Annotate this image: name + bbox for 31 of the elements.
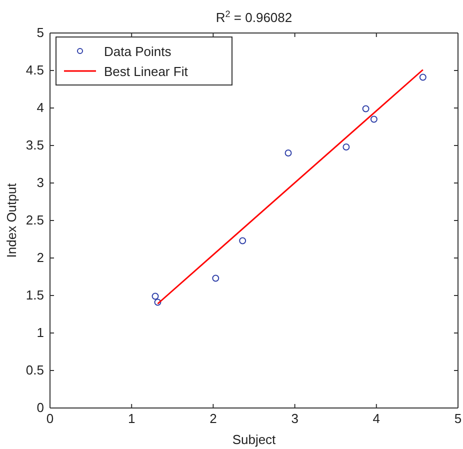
point xyxy=(342,144,350,150)
x-axis-title: Subject xyxy=(232,432,276,447)
y-tick-label: 0 xyxy=(36,400,44,416)
x-tick-label: 5 xyxy=(454,411,462,426)
point xyxy=(284,150,292,156)
point xyxy=(212,274,220,282)
point xyxy=(154,298,162,306)
point xyxy=(419,74,426,81)
y-tick-label: 2 xyxy=(36,250,44,266)
y-axis-title: Index Output xyxy=(4,182,19,258)
point xyxy=(152,292,159,300)
y-tick-label: 4 xyxy=(36,100,44,116)
y-tick-label: 5 xyxy=(36,25,44,40)
x-tick-label: 1 xyxy=(128,411,136,426)
y-tick-label: 1.5 xyxy=(26,288,44,303)
point xyxy=(362,105,370,112)
y-tick-label: 1 xyxy=(36,325,44,340)
point xyxy=(239,237,246,244)
chart-title: R$^{2}$ = 0.96082 xyxy=(216,9,292,25)
point xyxy=(370,116,378,123)
x-tick-label: 2 xyxy=(210,411,217,426)
y-tick-label: 3 xyxy=(36,175,44,190)
x-tick-label: 0 xyxy=(46,411,54,426)
y-tick-label: 0.5 xyxy=(26,362,44,378)
y-tick-label: 2.5 xyxy=(26,212,44,228)
legend-label: Data Points xyxy=(104,44,172,59)
legend-label: Best Linear Fit xyxy=(104,64,188,79)
y-tick-label: 3.5 xyxy=(26,138,44,153)
y-tick-label: 4.5 xyxy=(26,62,44,78)
x-tick-label: 4 xyxy=(372,411,380,426)
x-tick-label: 3 xyxy=(291,411,298,426)
